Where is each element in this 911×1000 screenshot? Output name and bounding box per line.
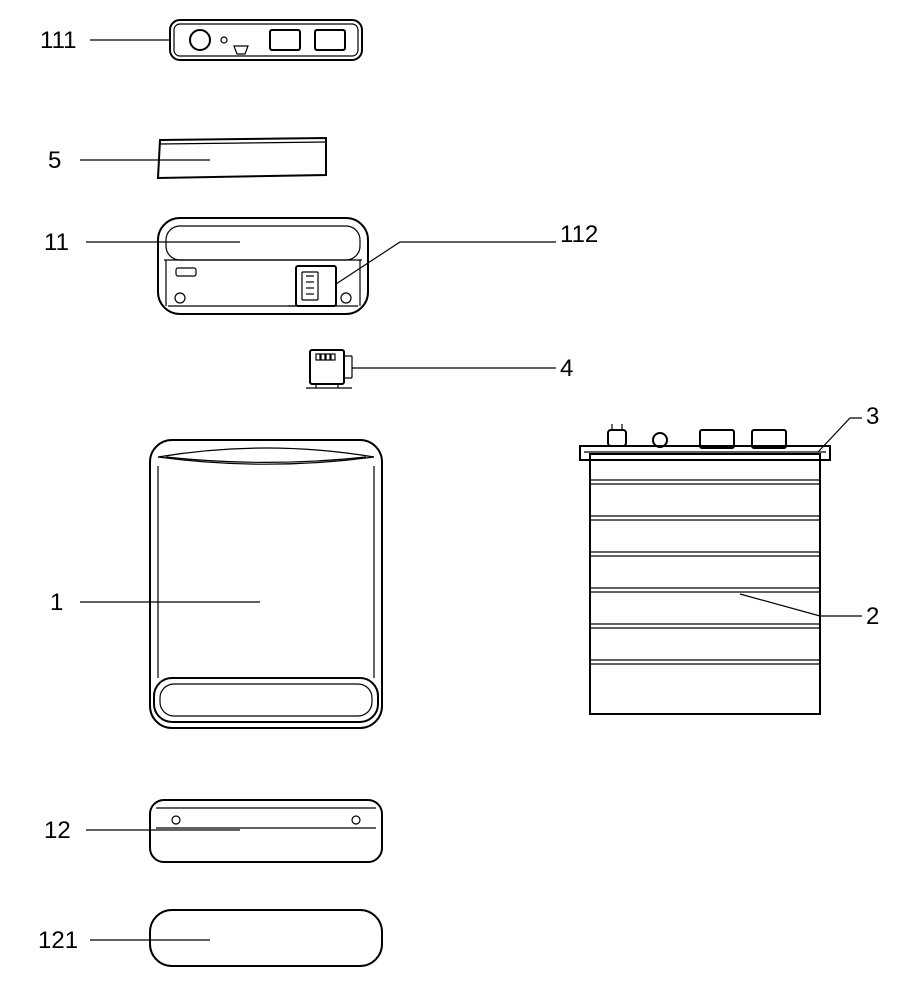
label-l3: 3	[866, 403, 879, 430]
part-2-battery	[580, 424, 830, 714]
label-l111: 111	[40, 27, 76, 54]
part-111-top-panel	[170, 20, 362, 60]
part-5-plate	[158, 138, 326, 178]
part-4-connector	[306, 350, 352, 388]
part-12-lower-cap	[150, 800, 382, 862]
part-1-main-body	[150, 440, 382, 728]
label-l5: 5	[48, 147, 61, 174]
label-l11: 11	[44, 229, 69, 256]
exploded-diagram: 111 5 11 112 4 1 3 2 12 121	[0, 0, 911, 1000]
label-l1: 1	[50, 589, 63, 616]
label-l12: 12	[44, 817, 71, 844]
label-l4: 4	[560, 355, 573, 382]
part-121-bottom-plate	[150, 910, 382, 966]
label-l112: 112	[560, 221, 598, 248]
label-l2: 2	[866, 603, 879, 630]
label-l121: 121	[38, 927, 78, 954]
part-11-upper-shell	[158, 218, 368, 314]
